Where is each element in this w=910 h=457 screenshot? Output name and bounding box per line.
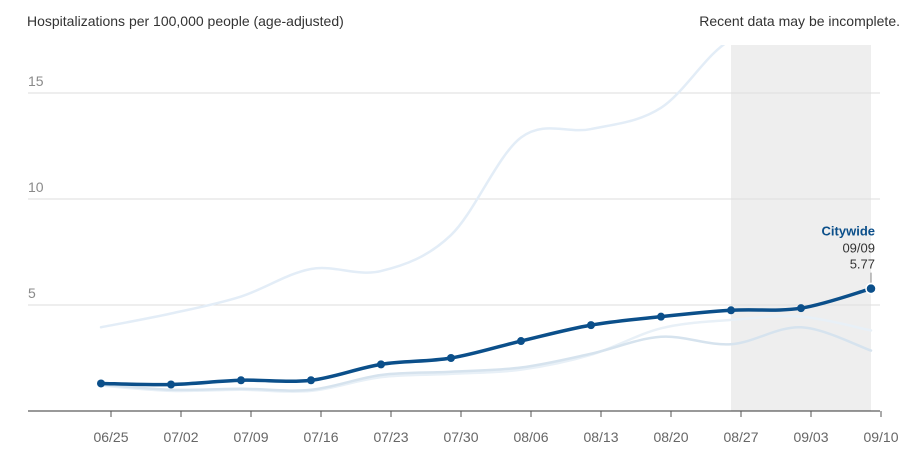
y-tick-label: 5 [28, 285, 36, 301]
x-tick-label: 07/30 [443, 429, 478, 445]
y-tick-label: 15 [28, 73, 44, 89]
data-point[interactable] [797, 304, 805, 313]
data-point[interactable] [377, 360, 385, 369]
data-point[interactable] [517, 337, 525, 346]
x-tick-label: 07/16 [303, 429, 338, 445]
y-tick-label: 10 [28, 179, 44, 195]
x-tick-label: 09/10 [863, 429, 898, 445]
latest-data-point[interactable] [865, 282, 877, 295]
data-point[interactable] [587, 321, 595, 330]
incomplete-data-note: Recent data may be incomplete. [699, 13, 900, 29]
annotation-value: 5.77 [850, 257, 875, 272]
data-point[interactable] [237, 376, 245, 385]
x-tick-label: 08/27 [723, 429, 758, 445]
annotation-date: 09/09 [842, 241, 875, 256]
x-tick-label: 08/20 [653, 429, 688, 445]
incomplete-data-region [731, 45, 871, 411]
chart-title: Hospitalizations per 100,000 people (age… [27, 13, 344, 29]
x-tick-label: 08/13 [583, 429, 618, 445]
x-tick-label: 09/03 [793, 429, 828, 445]
x-tick-label: 08/06 [513, 429, 548, 445]
series-line-citywide [99, 286, 873, 387]
data-point[interactable] [447, 354, 455, 362]
series-label-citywide: Citywide [822, 224, 875, 239]
data-point[interactable] [727, 306, 735, 315]
background-series-line-1 [99, 45, 726, 329]
x-tick-label: 07/02 [163, 429, 198, 445]
x-tick-label: 07/23 [373, 429, 408, 445]
data-point[interactable] [657, 312, 665, 321]
data-point[interactable] [167, 380, 175, 389]
x-tick-label: 06/25 [93, 429, 128, 445]
x-tick-label: 07/09 [233, 429, 268, 445]
data-point[interactable] [97, 379, 105, 388]
data-point[interactable] [307, 376, 315, 385]
background-series-line-3 [99, 326, 873, 392]
